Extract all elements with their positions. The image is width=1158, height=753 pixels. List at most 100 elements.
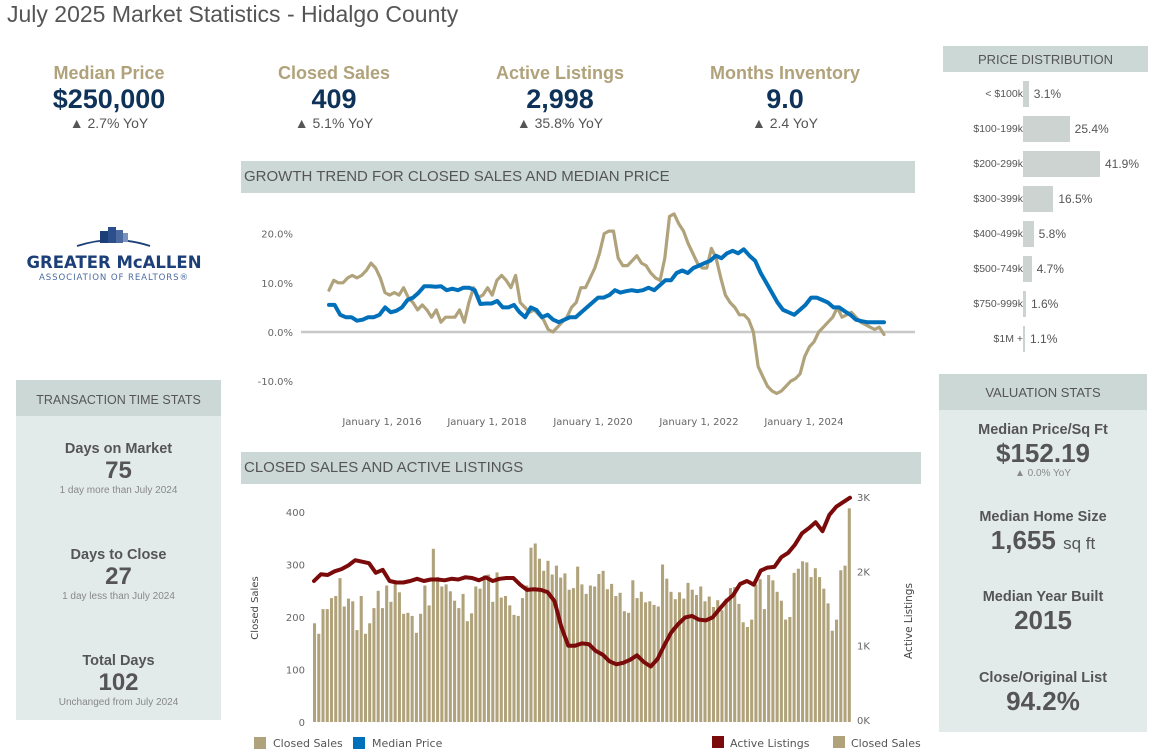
closed-sales-bar [758,579,762,722]
closed-sales-bar [571,588,575,722]
stat-value: 75 [105,457,132,484]
stat-label: Days to Close [70,547,167,563]
stat-label: Close/Original List [978,670,1108,686]
closed-sales-bar [750,619,754,722]
closed-sales-bar [762,609,766,722]
closed-sales-bar [767,575,771,722]
stat-label: Days on Market [64,441,173,457]
stat-value: 2015 [1014,605,1072,635]
closed-sales-bar [503,596,508,722]
closed-sales-bar [457,608,461,722]
stat-days-to-close: Days to Close 27 1 day less than July 20… [16,546,221,604]
closed-sales-bar [453,600,457,722]
closed-sales-bar [699,586,703,722]
price-distribution-row: $400-499k 5.8% [943,221,1158,247]
price-range-label: $100-199k [973,123,1023,135]
closed-sales-bar [622,611,626,722]
stat-close-original-list: Close/Original List 94.2% [939,669,1147,715]
price-distribution-row: $100-199k 25.4% [943,116,1158,142]
closed-sales-bar [512,614,516,722]
closed-sales-bar [728,588,732,722]
closed-sales-bar [839,570,843,722]
closed-sales-bar [754,584,758,722]
closed-sales-bar [542,570,546,722]
price-distribution-panel: PRICE DISTRIBUTION [943,46,1148,72]
price-range-label: $500-749k [973,263,1023,275]
closed-sales-bar [397,592,401,722]
closed-sales-bar [567,589,571,722]
price-distribution-bar [1023,151,1100,177]
closed-sales-bar [661,564,665,722]
closed-sales-bar [605,589,609,722]
closed-sales-bar [368,623,372,722]
y-tick-label: 0.0% [268,328,293,339]
page-title: July 2025 Market Statistics - Hidalgo Co… [7,1,459,27]
stat-value: 94.2% [1006,686,1080,716]
closed-sales-bar [724,598,728,722]
closed-sales-bar [771,580,775,723]
closed-sales-bar [690,589,694,722]
price-distribution-bar [1023,291,1026,317]
closed-sales-bar [508,605,512,722]
closed-sales-bar [648,601,652,722]
closed-sales-bar [389,601,393,722]
kpi-value: 9.0 [766,84,804,114]
closed-sales-bar [822,588,826,722]
left-y-tick-label: 100 [286,666,305,677]
closed-sales-bar [745,627,749,722]
closed-sales-bar [694,595,699,722]
stat-note: 1 day less than July 2024 [62,591,175,602]
price-range-label: $750-999k [973,298,1023,310]
right-y-tick-label: 2K [857,567,870,578]
price-distribution-row: $1M + 1.1% [943,326,1158,352]
price-distribution-value: 25.4% [1074,122,1109,136]
closed-sales-bar [618,592,622,722]
kpi-active-listings: Active Listings 2,998 ▲ 35.8% YoY [460,62,660,132]
closed-sales-bar [359,596,363,722]
right-y-tick-label: 3K [857,493,870,504]
closed-sales-bar [805,562,809,722]
closed-sales-bar [796,568,800,722]
closed-sales-bar [385,585,389,722]
closed-sales-bar [826,603,830,722]
closed-sales-bar [635,598,639,722]
closed-sales-bar [465,621,469,722]
closed-sales-bar [423,585,427,722]
closed-sales-bar [376,590,380,723]
stat-median-price-sqft: Median Price/Sq Ft $152.19 ▲ 0.0% YoY [939,421,1147,481]
closed-sales-bar [334,596,338,722]
stat-unit: sq ft [1063,534,1096,553]
closed-sales-bar [414,632,418,723]
closed-sales-bar [656,606,660,722]
stat-label: Median Price/Sq Ft [978,422,1108,438]
kpi-closed-sales: Closed Sales 409 ▲ 5.1% YoY [234,62,434,132]
closed-sales-bar [801,561,805,722]
closed-sales-bar [444,584,448,722]
closed-sales-bar [686,582,690,722]
price-range-label: $1M + [993,333,1023,345]
transaction-time-stats-header: TRANSACTION TIME STATS [16,380,221,416]
closed-sales-bar [703,601,707,722]
closed-sales-bar [809,577,813,722]
price-distribution-row: $200-299k 41.9% [943,151,1158,177]
closed-sales-bar [448,591,452,722]
price-distribution-value: 1.1% [1030,332,1058,346]
closed-sales-bar [830,630,834,722]
x-tick-label: January 1, 2020 [552,417,632,428]
kpi-value: $250,000 [52,84,166,114]
price-range-label: $200-299k [973,158,1023,170]
closed-sales-bar [427,605,431,722]
left-y-tick-label: 200 [286,613,305,624]
growth-trend-chart: 20.0% 10.0% 0.0% -10.0% January 1, 2016 Janua… [258,212,915,428]
closed-sales-bar [733,587,737,722]
closed-sales-bar [482,575,486,722]
closed-sales-growth-line [327,212,886,396]
stat-note: Unchanged from July 2024 [58,697,179,708]
closed-sales-bar [610,583,614,722]
price-range-label: $400-499k [973,228,1023,240]
price-range-label: < $100k [985,88,1023,100]
price-distribution-bar [1023,256,1032,282]
left-y-tick-label: 400 [286,508,305,519]
stat-days-on-market: Days on Market 75 1 day more than July 2… [16,440,221,498]
price-distribution-row: $300-399k 16.5% [943,186,1158,212]
